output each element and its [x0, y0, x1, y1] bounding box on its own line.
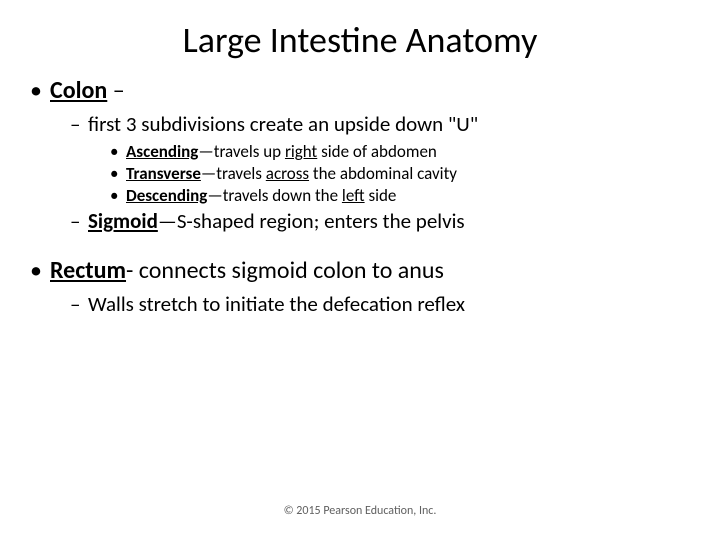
ascending-end: side of abdomen [317, 141, 437, 162]
transverse-end: the abdominal cavity [309, 163, 457, 184]
bullet-ascending: Ascending—travels up right side of abdom… [30, 141, 690, 162]
ascending-bold: Ascending [126, 141, 198, 162]
copyright-footer: © 2015 Pearson Education, Inc. [0, 504, 720, 518]
slide-title: Large Intestine Anatomy [30, 18, 690, 62]
bullet-descending: Descending—travels down the left side [30, 185, 690, 206]
bullet-walls: Walls stretch to initiate the defecation… [30, 291, 690, 317]
colon-label: Colon [50, 76, 107, 105]
bullet-transverse: Transverse—travels across the abdominal … [30, 163, 690, 184]
sigmoid-bold: Sigmoid [88, 208, 158, 234]
ascending-mid: —travels up [198, 141, 285, 162]
spacer [30, 238, 690, 256]
transverse-mid: —travels [201, 163, 266, 184]
transverse-bold: Transverse [126, 163, 201, 184]
bullet-rectum: Rectum- connects sigmoid colon to anus [30, 256, 690, 285]
transverse-underline: across [266, 163, 309, 184]
rectum-label: Rectum [50, 256, 126, 285]
bullet-colon: Colon – [30, 76, 690, 105]
walls-text: Walls stretch to initiate the defecation… [88, 291, 465, 317]
descending-mid: —travels down the [207, 185, 342, 206]
bullet-sigmoid: Sigmoid—S-shaped region; enters the pelv… [30, 208, 690, 234]
sigmoid-tail: —S-shaped region; enters the pelvis [158, 208, 465, 234]
descending-bold: Descending [126, 185, 207, 206]
subdivisions-text: first 3 subdivisions create an upside do… [88, 111, 478, 137]
descending-underline: left [342, 185, 365, 206]
rectum-tail: - connects sigmoid colon to anus [126, 256, 444, 285]
bullet-subdivisions: first 3 subdivisions create an upside do… [30, 111, 690, 137]
colon-tail: – [107, 76, 124, 105]
descending-end: side [365, 185, 397, 206]
slide: Large Intestine Anatomy Colon – first 3 … [0, 0, 720, 540]
ascending-underline: right [285, 141, 317, 162]
